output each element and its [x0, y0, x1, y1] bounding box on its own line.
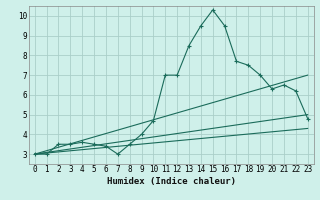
- X-axis label: Humidex (Indice chaleur): Humidex (Indice chaleur): [107, 177, 236, 186]
